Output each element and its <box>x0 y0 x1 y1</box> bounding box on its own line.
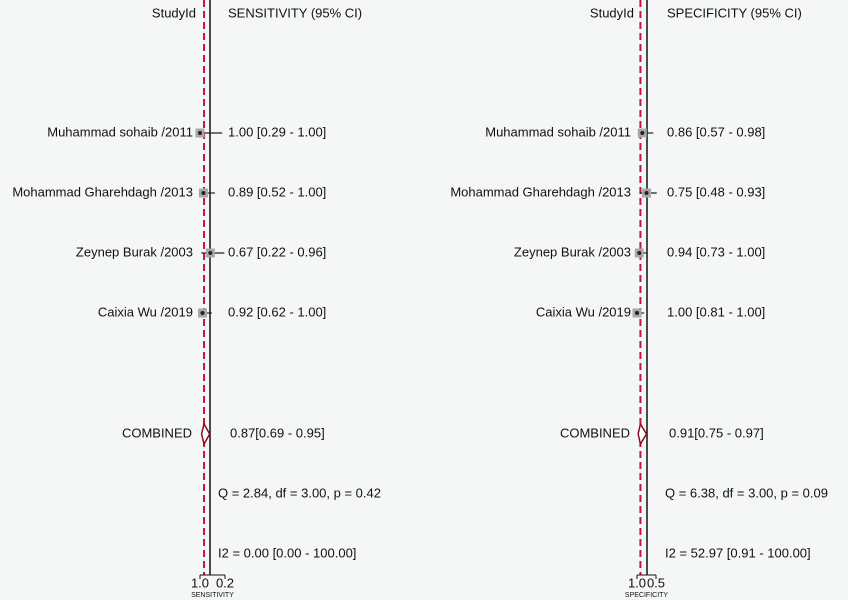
study-estimate: 0.86 [0.57 - 0.98] <box>667 124 765 139</box>
study-name: Mohammad Gharehdagh /2013 <box>450 184 631 199</box>
study-name: Caixia Wu /2019 <box>536 304 631 319</box>
study-name: Mohammad Gharehdagh /2013 <box>12 184 193 199</box>
study-point <box>637 251 642 255</box>
x-tick-label: 1.0 <box>191 575 209 590</box>
study-point <box>640 131 645 135</box>
i2: I2 = 0.00 [0.00 - 100.00] <box>218 545 356 560</box>
study-point <box>198 131 202 135</box>
study-point <box>635 311 639 315</box>
combined-label: COMBINED <box>122 425 192 440</box>
study-point <box>201 191 206 195</box>
i2: I2 = 52.97 [0.91 - 100.00] <box>665 545 811 560</box>
study-name: Zeynep Burak /2003 <box>76 244 193 259</box>
study-name: Muhammad sohaib /2011 <box>485 124 631 139</box>
x-tick-label: 0.2 <box>216 575 234 590</box>
study-estimate: 0.94 [0.73 - 1.00] <box>667 244 765 259</box>
study-estimate: 0.67 [0.22 - 0.96] <box>228 244 326 259</box>
study-estimate: 0.89 [0.52 - 1.00] <box>228 184 326 199</box>
study-name: Caixia Wu /2019 <box>98 304 193 319</box>
heterogeneity: Q = 2.84, df = 3.00, p = 0.42 <box>218 485 381 500</box>
study-point <box>644 191 649 195</box>
x-tick-label: 0.5 <box>647 575 665 590</box>
heterogeneity: Q = 6.38, df = 3.00, p = 0.09 <box>665 485 828 500</box>
x-axis-label: SENSITIVITY <box>191 592 234 599</box>
column-header: StudyId <box>152 5 196 20</box>
column-header: StudyId <box>590 5 634 20</box>
study-name: Muhammad sohaib /2011 <box>47 124 193 139</box>
x-axis-label: SPECIFICITY <box>625 592 669 599</box>
study-estimate: 1.00 [0.81 - 1.00] <box>667 304 765 319</box>
study-point <box>208 251 213 255</box>
combined-diamond <box>200 421 211 447</box>
combined-estimate: 0.87[0.69 - 0.95] <box>230 425 325 440</box>
combined-label: COMBINED <box>560 425 630 440</box>
combined-diamond <box>637 422 648 446</box>
column-header: SENSITIVITY (95% CI) <box>228 5 362 20</box>
study-estimate: 0.75 [0.48 - 0.93] <box>667 184 765 199</box>
column-header: SPECIFICITY (95% CI) <box>667 5 802 20</box>
study-estimate: 0.92 [0.62 - 1.00] <box>228 304 326 319</box>
study-name: Zeynep Burak /2003 <box>514 244 631 259</box>
x-tick-label: 1.0 <box>628 575 646 590</box>
study-estimate: 1.00 [0.29 - 1.00] <box>228 124 326 139</box>
combined-estimate: 0.91[0.75 - 0.97] <box>669 425 764 440</box>
study-point <box>200 311 205 315</box>
